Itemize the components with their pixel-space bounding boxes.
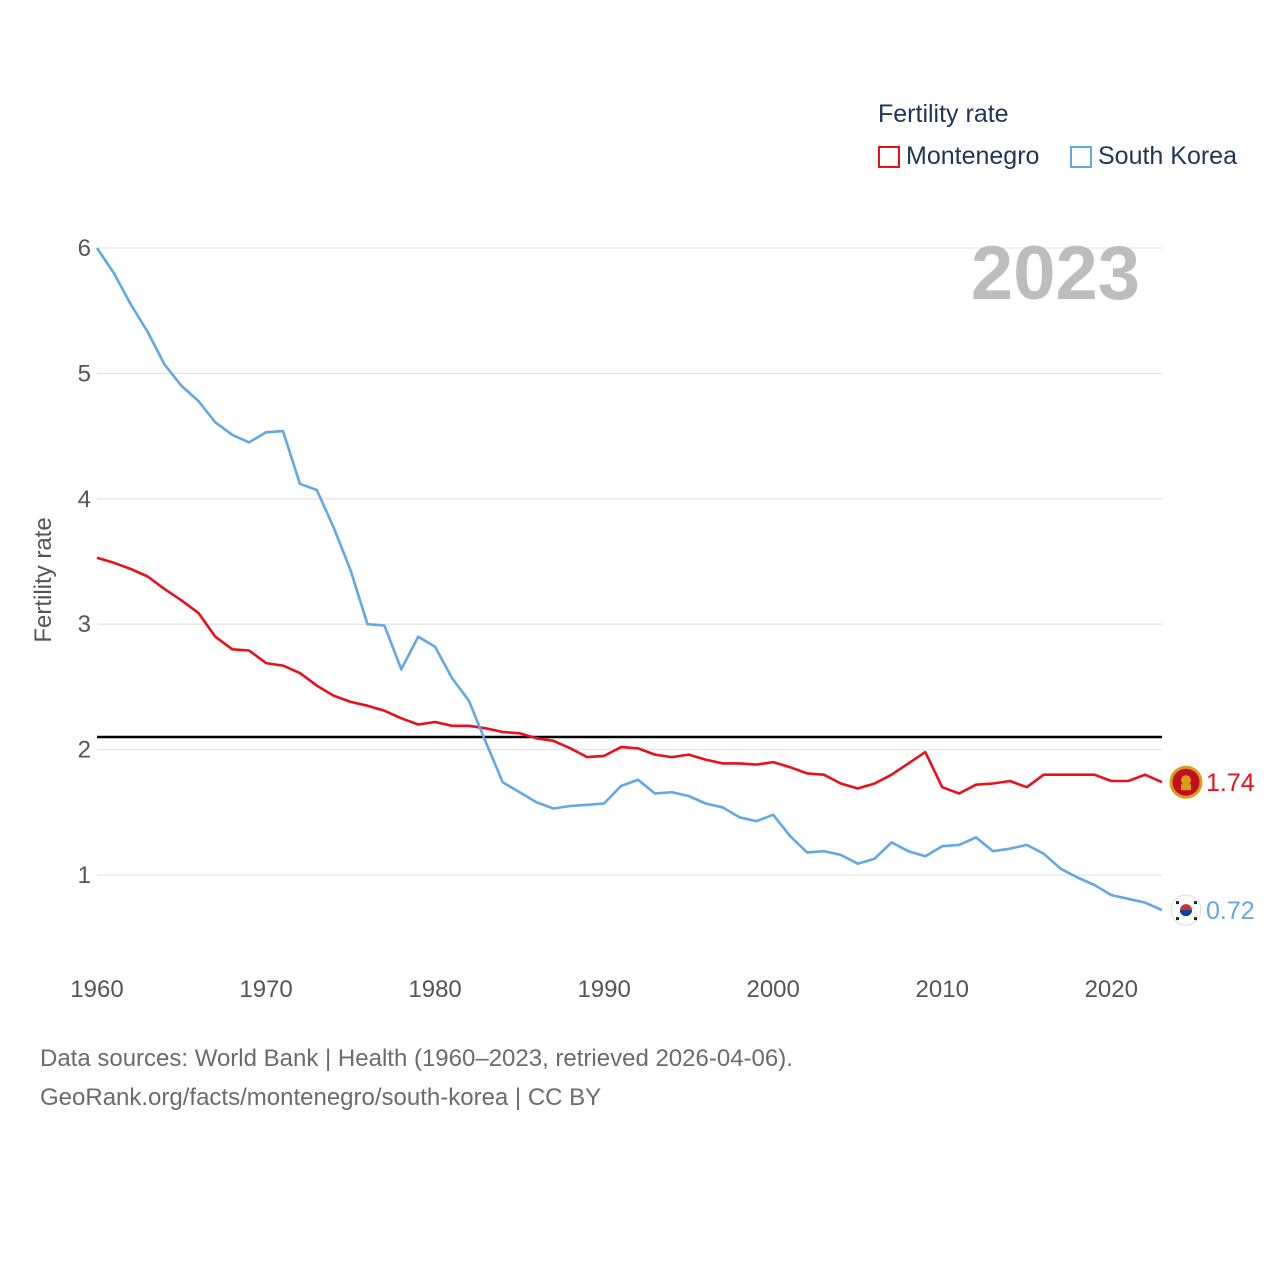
x-tick-label: 1990 [577,976,630,1003]
year-label: 2023 [971,231,1140,316]
legend-label-south-korea: South Korea [1098,142,1237,170]
x-axis-ticks: 1960 1970 1980 1990 2000 2010 2020 [70,976,1138,1003]
x-tick-label: 1970 [239,976,292,1003]
flag-icon-south-korea [1170,894,1202,926]
flag-icon-montenegro [1169,765,1203,799]
y-tick-label: 1 [78,862,91,889]
end-label-montenegro: 1.74 [1206,769,1255,797]
source-line-1: Data sources: World Bank | Health (1960–… [40,1045,793,1072]
y-tick-label: 3 [78,611,91,638]
end-label-south-korea: 0.72 [1206,897,1255,925]
legend-swatch-south-korea [1070,145,1092,168]
y-tick-label: 2 [78,737,91,764]
x-tick-label: 1980 [408,976,461,1003]
grid-lines [97,247,1162,876]
x-tick-label: 2010 [916,976,969,1003]
x-tick-label: 2000 [746,976,799,1003]
legend-title: Fertility rate [878,100,1009,128]
source-line-2[interactable]: GeoRank.org/facts/montenegro/south-korea… [40,1084,602,1111]
legend-item-south-korea[interactable]: South Korea [1070,142,1237,171]
series-line-south-korea[interactable] [95,247,1163,912]
y-tick-label: 5 [78,360,91,387]
y-axis-label: Fertility rate [30,517,57,642]
legend-item-montenegro[interactable]: Montenegro [878,142,1039,171]
y-axis-ticks: 1 2 3 4 5 6 [78,235,91,889]
x-tick-label: 2020 [1085,976,1138,1003]
y-tick-label: 4 [78,486,91,513]
end-markers: 1.74 0.72 [1169,765,1255,926]
series-lines [95,247,1163,912]
legend-swatch-montenegro [878,145,900,168]
series-line-montenegro[interactable] [96,556,1163,795]
y-tick-label: 6 [78,235,91,262]
legend-label-montenegro: Montenegro [906,142,1040,170]
x-tick-label: 1960 [70,976,123,1003]
